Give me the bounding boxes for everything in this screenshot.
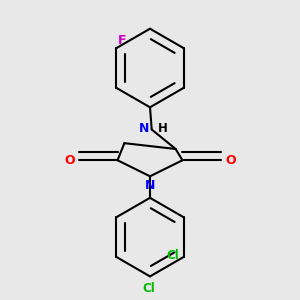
Text: N: N bbox=[145, 179, 155, 192]
Text: O: O bbox=[225, 154, 236, 167]
Text: H: H bbox=[158, 122, 168, 135]
Text: Cl: Cl bbox=[142, 281, 155, 295]
Text: Cl: Cl bbox=[166, 249, 179, 262]
Text: O: O bbox=[64, 154, 75, 167]
Text: F: F bbox=[118, 34, 126, 47]
Text: N: N bbox=[139, 122, 149, 135]
